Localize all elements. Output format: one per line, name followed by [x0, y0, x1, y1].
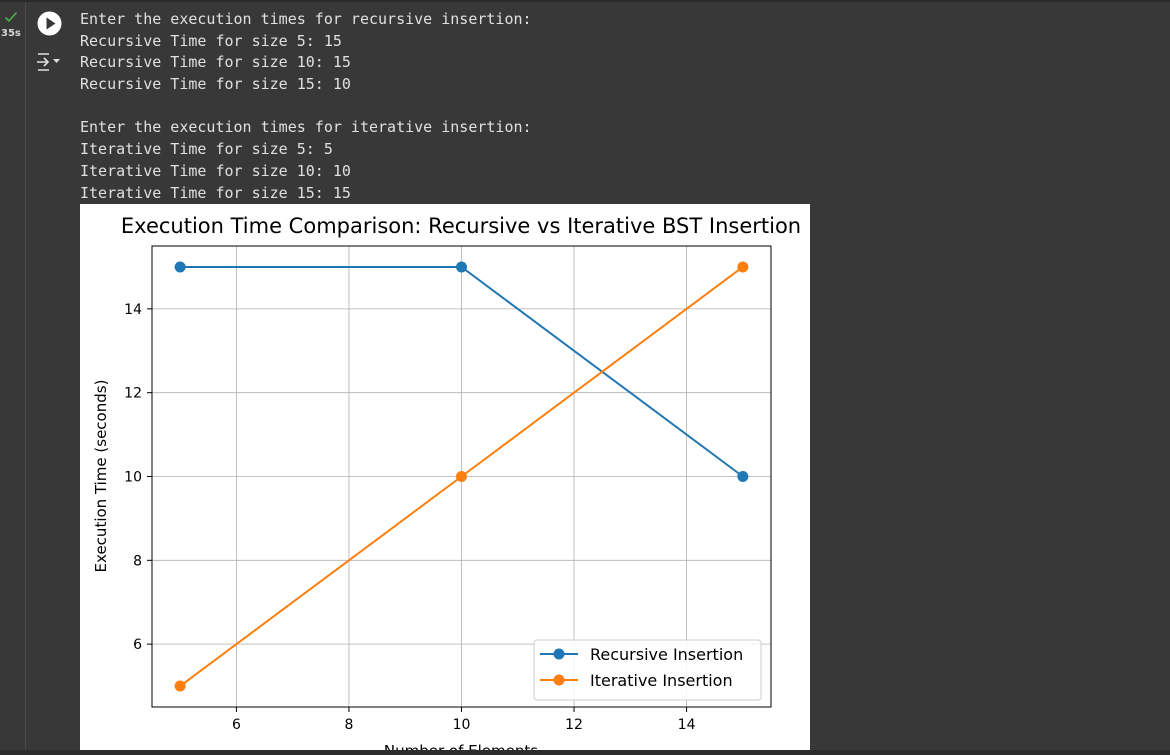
- output-line: Recursive Time for size 5: 15: [80, 31, 342, 50]
- x-tick-label: 10: [453, 717, 471, 733]
- legend-label: Recursive Insertion: [590, 645, 743, 664]
- bottom-divider: [0, 750, 1170, 755]
- check-icon: [4, 11, 18, 23]
- y-tick-label: 10: [124, 470, 142, 486]
- output-line: [80, 96, 532, 118]
- output-line: Recursive Time for size 15: 10: [80, 75, 351, 94]
- output-line: Iterative Time for size 10: 10: [80, 161, 351, 180]
- data-point: [174, 680, 186, 692]
- x-tick-label: 6: [232, 717, 241, 733]
- data-point: [456, 471, 467, 482]
- x-axis-label: Number of Elements: [384, 742, 538, 750]
- legend-marker: [553, 674, 565, 686]
- data-point: [174, 261, 186, 273]
- cell-output-text: Enter the execution times for recursive …: [80, 9, 532, 204]
- execution-time-label: 35s: [1, 28, 21, 39]
- legend-marker: [553, 648, 565, 660]
- legend-label: Iterative Insertion: [590, 671, 733, 690]
- x-tick-label: 14: [678, 717, 696, 733]
- output-line: Enter the execution times for iterative …: [80, 118, 532, 137]
- y-tick-label: 6: [133, 637, 142, 653]
- data-point: [737, 471, 749, 482]
- x-tick-label: 12: [565, 717, 583, 733]
- data-point: [456, 261, 467, 273]
- y-axis-label: Execution Time (seconds): [92, 380, 110, 573]
- y-tick-label: 14: [124, 302, 142, 318]
- y-tick-label: 12: [124, 386, 142, 402]
- y-tick-label: 8: [133, 553, 142, 569]
- output-line: Iterative Time for size 15: 15: [80, 183, 351, 202]
- chart-legend: Recursive Insertion Iterative Insertion: [533, 639, 762, 701]
- cell-gutter-divider: [25, 2, 26, 755]
- top-divider: [0, 0, 1170, 2]
- output-line: Enter the execution times for recursive …: [80, 10, 532, 28]
- plot-output: 6 8 10 12 14 6 8 10 12 14 Execution Time Comparis…: [80, 204, 810, 750]
- line-chart: 6 8 10 12 14 6 8 10 12 14 Execution Time Comparis…: [92, 214, 801, 750]
- data-point: [737, 261, 749, 273]
- output-line: Iterative Time for size 5: 5: [80, 140, 333, 159]
- x-tick-label: 8: [344, 717, 353, 733]
- output-line: Recursive Time for size 10: 15: [80, 53, 351, 72]
- output-collapse-icon[interactable]: [35, 51, 63, 73]
- play-icon[interactable]: [37, 11, 62, 36]
- chart-title: Execution Time Comparison: Recursive vs …: [121, 214, 801, 238]
